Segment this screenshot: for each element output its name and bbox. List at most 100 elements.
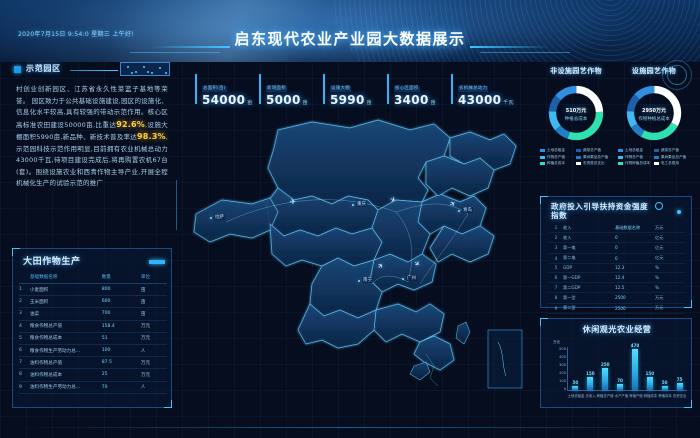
- legend-item[interactable]: 土地总租金: [618, 148, 654, 153]
- row-index: 6: [19, 344, 30, 358]
- legend-item[interactable]: 作物总产值: [540, 155, 576, 160]
- row-name: 油料作物生产劳动力总...: [29, 381, 102, 394]
- bar[interactable]: 75: [676, 377, 683, 390]
- table-row[interactable]: 5 粮食作物总成本 51 万元: [19, 332, 167, 345]
- donut-chart[interactable]: 2950万元 作物种植总成本: [623, 82, 685, 144]
- row-unit: %: [655, 272, 685, 284]
- table-row[interactable]: 8 第一型 2500 万元: [549, 292, 685, 304]
- title-accent-right: [470, 46, 550, 48]
- plane-icon: ✈: [289, 197, 297, 207]
- legend-item[interactable]: 蔬菜总产值: [576, 148, 612, 153]
- table-row[interactable]: 4 第二电 0 亿元: [549, 253, 685, 264]
- header-arc-pattern: [330, 0, 700, 62]
- legend-item[interactable]: 土地总租金: [540, 148, 576, 153]
- bar[interactable]: 50: [572, 380, 579, 390]
- kpi-card: 核心区面积 3400 亩: [387, 74, 451, 107]
- bar-value-label: 470: [630, 342, 640, 348]
- table-row[interactable]: 9 油料作物生产劳动力总... 70 人: [19, 381, 167, 394]
- city-label: 拉萨: [214, 214, 225, 220]
- bar[interactable]: 70: [617, 378, 624, 390]
- table-row[interactable]: 7 油料作物总产值 87.5 万元: [19, 356, 167, 370]
- row-name: GDP: [563, 263, 615, 273]
- china-map[interactable]: 拉萨 重庆 青岛 南宁 广州 ✈ ✈ ✈ ✈ ✈: [182, 104, 532, 404]
- table-row[interactable]: 2 收入 0 亿元: [549, 232, 685, 244]
- intro-highlight-1: 92.6%: [116, 119, 146, 129]
- kpi-unit: 亩: [247, 100, 253, 106]
- row-value: 基础数据名称: [615, 223, 655, 234]
- table-row[interactable]: 1 小麦面积 800 亩: [19, 283, 167, 297]
- table-row[interactable]: 2 玉米面积 600 亩: [19, 295, 167, 309]
- legend-label: 土地总租金: [625, 148, 643, 152]
- row-name: 粮食作物生产劳动力总...: [29, 344, 102, 358]
- table-row[interactable]: 8 油料作物总成本 25 万元: [19, 368, 167, 382]
- table-row[interactable]: 5 GDP 12.3%: [549, 263, 685, 273]
- intro-title: 示范园区: [26, 64, 61, 73]
- donut-legend: 土地总租金 蔬菜总产值 作物总产值 果树果品总产值 作物种植总成本 电工总费用: [618, 148, 690, 168]
- y-axis-unit: 万元: [553, 340, 561, 344]
- donut-value-unit: 万元: [655, 107, 666, 114]
- legend-item[interactable]: 种植总成本: [540, 161, 576, 166]
- row-unit: 万元: [655, 303, 685, 314]
- kpi-label: 总面积(亩): [202, 86, 227, 92]
- table-row[interactable]: 6 第一GDP 12.4%: [549, 272, 685, 284]
- legend-label: 土地总租金: [547, 148, 565, 152]
- donut-svg: [626, 85, 682, 141]
- row-name: 玉米面积: [29, 295, 102, 309]
- donut-chart[interactable]: 510万元 种植总成本: [545, 82, 607, 144]
- city-marker: [358, 280, 360, 282]
- legend-swatch-icon: [654, 162, 659, 165]
- table-row[interactable]: 7 第二GDP 12.5%: [549, 282, 685, 294]
- row-unit: 亿元: [655, 232, 685, 244]
- table-row[interactable]: 3 油菜 700 亩: [19, 307, 167, 321]
- row-unit: 亩: [140, 295, 167, 309]
- row-name: 第一电: [563, 242, 615, 254]
- table-row[interactable]: 1 收入 基础数据名称 万元: [549, 223, 685, 234]
- row-index: 2: [19, 295, 30, 309]
- table-row[interactable]: 9 第二型 2500 万元: [549, 303, 685, 314]
- row-unit: 亿元: [655, 253, 685, 264]
- table-row[interactable]: 3 第一电 0 亿元: [549, 242, 685, 254]
- bar[interactable]: 150: [645, 371, 654, 390]
- donut-svg: [548, 85, 604, 141]
- gov-table: 1 收入 基础数据名称 万元 2 收入 0 亿元 3 第一电 0 亿元 4 第二电 0 亿元 5 GDP 1…: [549, 223, 685, 314]
- bar[interactable]: 470: [631, 343, 639, 390]
- circuit-decor-icon: [120, 62, 170, 76]
- intro-divider: [70, 70, 118, 71]
- donut-center-label: 510万元 种植总成本: [545, 82, 607, 144]
- legend-swatch-icon: [540, 162, 545, 165]
- kpi-value: 3400 亩: [394, 93, 436, 107]
- legend-label: 果树果品总产值: [661, 154, 687, 159]
- header-glow: [0, 0, 700, 62]
- city-marker: [352, 204, 354, 206]
- bar-chart[interactable]: 万元 500 400 300 200 100 0 50 150 250 70 4…: [549, 340, 687, 403]
- legend-swatch-icon: [618, 155, 623, 159]
- legend-item[interactable]: 作物种植总成本: [618, 161, 654, 166]
- row-qty: 700: [101, 307, 141, 321]
- row-index: 8: [19, 368, 30, 382]
- legend-item[interactable]: 电工总费用: [654, 161, 690, 166]
- crop-panel-title: 大田作物生产: [23, 257, 81, 267]
- bar[interactable]: 250: [601, 362, 610, 390]
- legend-label: 蔬菜总产值: [661, 148, 679, 152]
- row-unit: 亿元: [655, 242, 685, 254]
- bar[interactable]: 150: [586, 371, 595, 390]
- table-row[interactable]: 6 粮食作物生产劳动力总... 100 人: [19, 344, 167, 358]
- legend-item[interactable]: 果树果品总产值: [654, 155, 690, 160]
- donut-value: 510万元: [565, 107, 587, 114]
- legend-item[interactable]: 农资费总支出: [576, 161, 612, 166]
- legend-label: 果树果品总产值: [583, 154, 609, 159]
- legend-swatch-icon: [618, 162, 623, 165]
- bottom-divider: [10, 427, 690, 428]
- page-title: 启东现代农业产业园大数据展示: [234, 30, 466, 48]
- intro-panel: 示范园区 村创业创新园区、江苏省永久性菜篮子基地等荣誉。 园区致力于公共基础设施…: [12, 62, 172, 242]
- intro-header: 示范园区: [12, 62, 172, 78]
- x-tick: 农资支出: [672, 394, 687, 398]
- legend-item[interactable]: 作物总产值: [618, 155, 654, 160]
- table-row[interactable]: 4 粮食作物总产值 158.4 万元: [19, 320, 167, 333]
- legend-item[interactable]: 蔬菜总产值: [654, 148, 690, 153]
- bar[interactable]: 50: [661, 380, 668, 390]
- legend-item[interactable]: 果树果品总产值: [576, 155, 612, 160]
- kpi-label: 核心区面积: [394, 86, 420, 92]
- bar-value-label: 50: [572, 379, 579, 385]
- city-marker: [458, 210, 460, 212]
